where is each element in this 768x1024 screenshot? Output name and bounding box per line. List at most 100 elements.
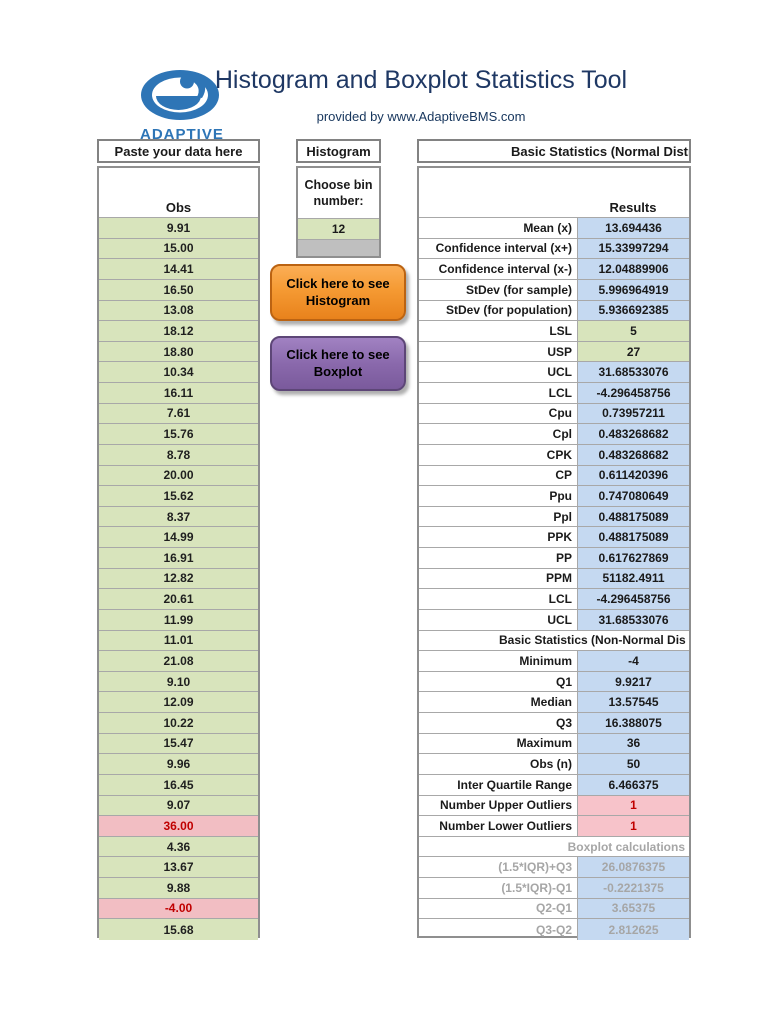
stat-value: 9.9217 (577, 671, 689, 692)
stat-row: LSL 5 (419, 321, 689, 342)
stat-label: Q1 (555, 674, 572, 689)
stat-row: Q1 9.9217 (419, 671, 689, 693)
stat-value: 5 (577, 321, 689, 341)
data-cell[interactable]: 16.11 (99, 383, 258, 404)
data-cell[interactable]: 18.12 (99, 321, 258, 342)
data-cell[interactable]: 10.22 (99, 713, 258, 734)
data-cell[interactable]: 8.78 (99, 444, 258, 466)
stat-row: Median 13.57545 (419, 692, 689, 713)
data-cell[interactable]: 18.80 (99, 341, 258, 363)
stat-value: 3.65375 (577, 898, 689, 919)
stat-value: 5.936692385 (577, 300, 689, 321)
stat-value: 31.68533076 (577, 609, 689, 630)
stat-row: PPM 51182.4911 (419, 568, 689, 590)
stat-row: LCL -4.296458756 (419, 383, 689, 404)
stat-row: PP 0.617627869 (419, 548, 689, 569)
stat-row: Confidence interval (x-) 12.04889906 (419, 259, 689, 280)
stat-row: Number Lower Outliers 1 (419, 816, 689, 837)
data-cell[interactable]: 9.88 (99, 878, 258, 899)
data-cell[interactable]: 16.91 (99, 548, 258, 569)
histogram-box: Choose bin number: 12 (296, 166, 381, 258)
stat-value: 0.617627869 (577, 548, 689, 568)
stat-label: UCL (547, 365, 572, 380)
data-cell[interactable]: 12.82 (99, 568, 258, 590)
stat-label: LCL (548, 592, 572, 607)
data-cell[interactable]: 8.37 (99, 506, 258, 528)
adaptive-logo-icon (141, 70, 219, 120)
stat-value: 0.73957211 (577, 403, 689, 424)
stat-label: USP (547, 344, 572, 359)
data-cell[interactable]: 9.07 (99, 795, 258, 817)
data-cell[interactable]: 9.96 (99, 754, 258, 775)
data-cell[interactable]: 20.00 (99, 465, 258, 487)
histogram-header: Histogram (296, 139, 381, 163)
bin-number-cell[interactable]: 12 (298, 219, 379, 240)
bin-spare-cell[interactable] (298, 240, 379, 256)
histogram-button[interactable]: Click here to see Histogram (270, 264, 406, 321)
stat-row: Cpu 0.73957211 (419, 403, 689, 425)
data-cell[interactable]: 10.34 (99, 362, 258, 383)
stat-row: Maximum 36 (419, 733, 689, 755)
stat-label: CPK (546, 447, 572, 462)
data-cell[interactable]: 16.50 (99, 279, 258, 301)
data-cell[interactable]: 15.47 (99, 733, 258, 755)
data-cell[interactable]: 4.36 (99, 836, 258, 858)
results-column-label: Results (609, 200, 657, 215)
stat-label: Obs (n) (530, 757, 572, 772)
stat-row: Mean (x) 13.694436 (419, 218, 689, 239)
stat-value: 0.483268682 (577, 424, 689, 444)
data-cell[interactable]: 16.45 (99, 774, 258, 796)
stats-panel: Results Mean (x) 13.694436 Confidence inte… (417, 166, 691, 940)
stat-row: UCL 31.68533076 (419, 362, 689, 383)
data-cell-outlier[interactable]: 36.00 (99, 816, 258, 837)
stat-label: Q3-Q2 (535, 922, 572, 937)
data-cell[interactable]: 15.00 (99, 238, 258, 260)
stat-value: -4 (577, 651, 689, 671)
data-cell[interactable]: 21.08 (99, 651, 258, 672)
results-header-area: Results (419, 168, 689, 218)
data-cell[interactable]: 11.01 (99, 630, 258, 652)
data-cell[interactable]: 12.09 (99, 692, 258, 713)
data-cell[interactable]: 7.61 (99, 403, 258, 425)
stat-row: CPK 0.483268682 (419, 444, 689, 466)
stat-label: (1.5*IQR)+Q3 (498, 860, 572, 875)
stats-section-header: Boxplot calculations (419, 836, 689, 858)
stat-value: 15.33997294 (577, 238, 689, 259)
data-cell[interactable]: 15.62 (99, 486, 258, 507)
stat-value: 0.611420396 (577, 465, 689, 486)
data-cell[interactable]: 9.91 (99, 218, 258, 239)
data-cell-outlier[interactable]: -4.00 (99, 898, 258, 920)
stat-value: 0.747080649 (577, 486, 689, 506)
page-subtitle: provided by www.AdaptiveBMS.com (316, 109, 526, 124)
data-cell[interactable]: 9.10 (99, 671, 258, 693)
stat-label: (1.5*IQR)-Q1 (501, 880, 572, 895)
data-cell[interactable]: 14.41 (99, 259, 258, 280)
stat-label: Q2-Q1 (535, 901, 572, 916)
stat-row: Q3 16.388075 (419, 713, 689, 734)
stat-row: Inter Quartile Range 6.466375 (419, 774, 689, 796)
stat-label: CP (555, 468, 572, 483)
stat-value: 27 (577, 341, 689, 362)
data-cell[interactable]: 14.99 (99, 527, 258, 548)
data-cell[interactable]: 11.99 (99, 609, 258, 631)
stat-label: StDev (for population) (446, 303, 572, 318)
stat-value: 0.488175089 (577, 506, 689, 527)
stat-value: 13.694436 (577, 218, 689, 238)
stat-row: Q2-Q1 3.65375 (419, 898, 689, 920)
stat-row: CP 0.611420396 (419, 465, 689, 487)
data-cell[interactable]: 15.68 (99, 919, 258, 940)
stat-value: 2.812625 (577, 919, 689, 940)
data-cell[interactable]: 13.67 (99, 857, 258, 878)
stat-value: -4.296458756 (577, 383, 689, 403)
boxplot-button[interactable]: Click here to see Boxplot (270, 336, 406, 391)
stat-row: StDev (for population) 5.936692385 (419, 300, 689, 322)
stat-label: Confidence interval (x+) (435, 241, 572, 256)
stat-label: Inter Quartile Range (457, 777, 572, 792)
data-cell[interactable]: 20.61 (99, 589, 258, 610)
data-cell[interactable]: 13.08 (99, 300, 258, 322)
data-cell[interactable]: 15.76 (99, 424, 258, 445)
stat-label: PPK (547, 530, 572, 545)
stat-value: 6.466375 (577, 774, 689, 795)
stat-row: LCL -4.296458756 (419, 589, 689, 610)
